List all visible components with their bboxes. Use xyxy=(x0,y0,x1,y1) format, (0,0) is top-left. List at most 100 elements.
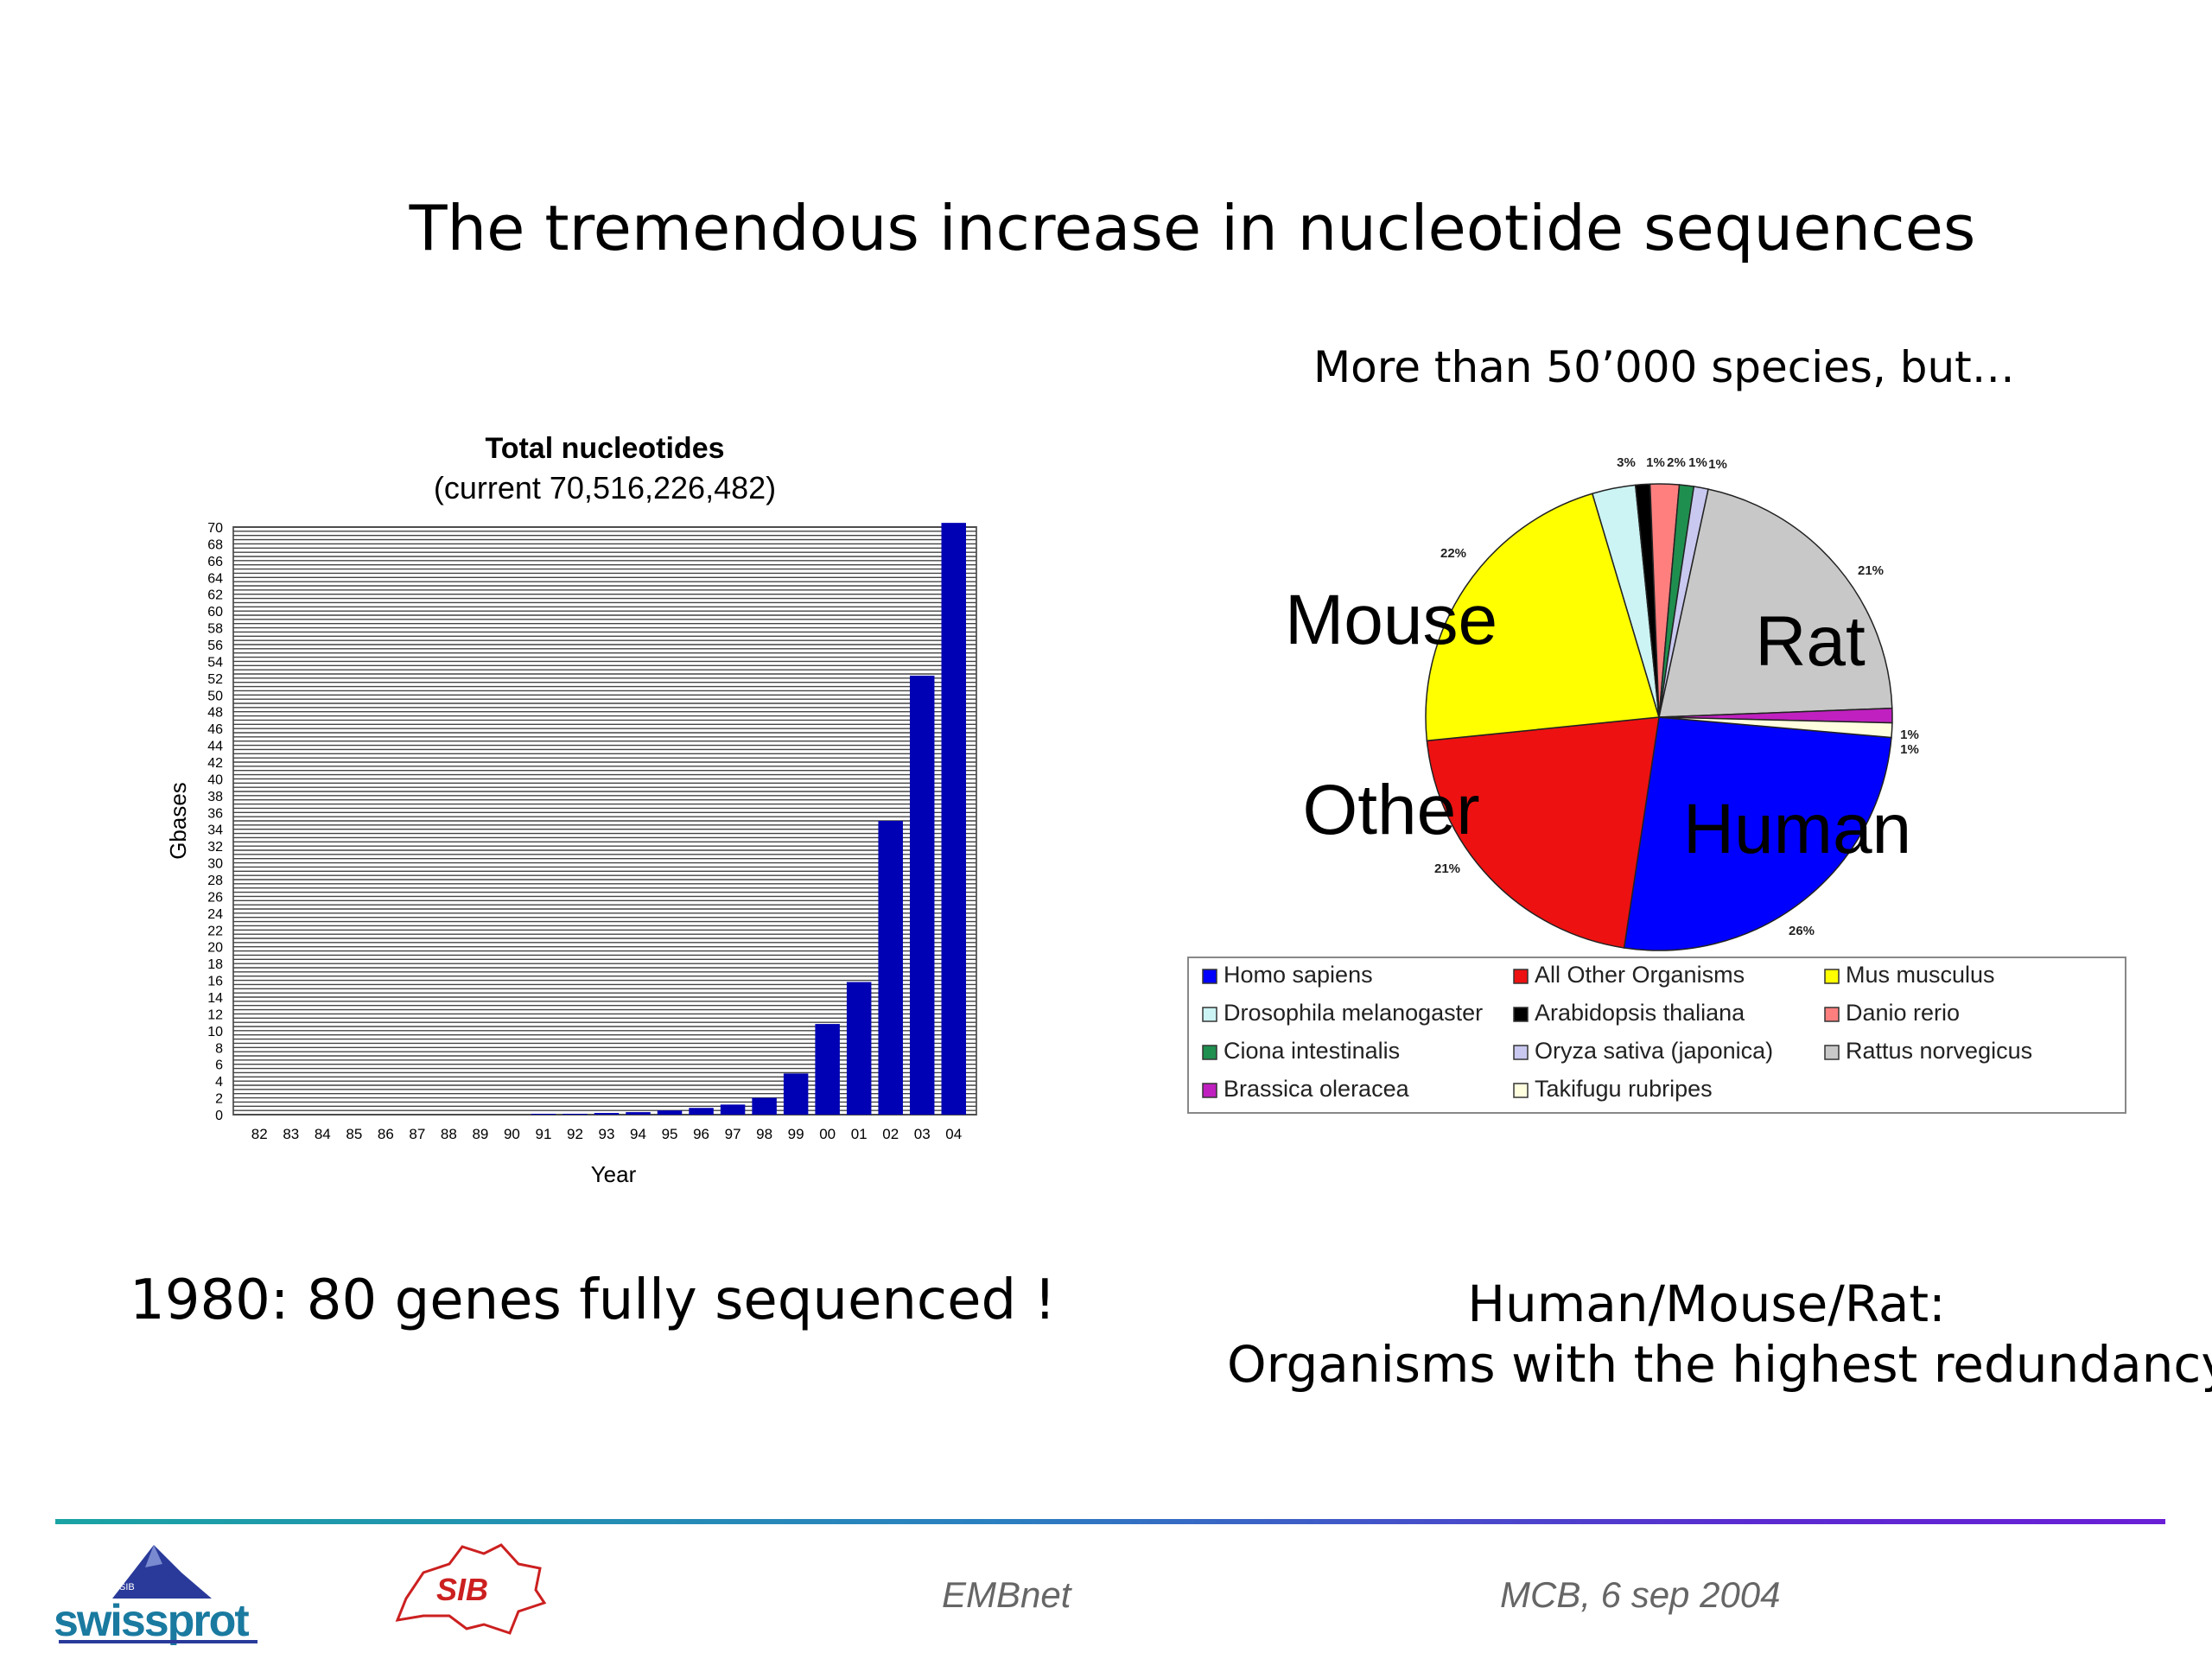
x-tick-label: 82 xyxy=(251,1126,268,1142)
pie-percent-label: 1% xyxy=(1688,455,1707,470)
x-tick-label: 96 xyxy=(693,1126,709,1142)
legend-swatch xyxy=(1513,1083,1529,1098)
y-tick-label: 52 xyxy=(207,672,223,687)
slide-title: The tremendous increase in nucleotide se… xyxy=(409,192,1976,264)
x-tick-label: 00 xyxy=(819,1126,836,1142)
x-tick-label: 84 xyxy=(315,1126,331,1142)
legend-swatch xyxy=(1513,1045,1529,1060)
x-tick-label: 95 xyxy=(662,1126,678,1142)
x-tick-label: 88 xyxy=(441,1126,457,1142)
pie-legend xyxy=(1187,957,2126,1114)
y-tick-label: 50 xyxy=(207,689,223,703)
y-tick-label: 30 xyxy=(207,857,223,872)
legend-label: Danio rerio xyxy=(1846,1000,1960,1026)
y-tick-label: 34 xyxy=(207,823,223,838)
x-tick-label: 97 xyxy=(725,1126,741,1142)
pie-percent-label: 1% xyxy=(1646,455,1665,470)
legend-swatch xyxy=(1202,1083,1217,1098)
y-tick-label: 0 xyxy=(215,1109,223,1123)
legend-swatch xyxy=(1513,969,1529,984)
legend-swatch xyxy=(1824,1007,1840,1022)
pie-percent-label: 1% xyxy=(1900,728,1919,742)
y-tick-label: 58 xyxy=(207,622,223,637)
x-tick-label: 98 xyxy=(756,1126,772,1142)
right-caption-line1: Human/Mouse/Rat: xyxy=(1467,1274,1946,1333)
y-tick-label: 12 xyxy=(207,1007,223,1022)
legend-swatch xyxy=(1824,1045,1840,1060)
legend-label: Rattus norvegicus xyxy=(1846,1038,2032,1064)
y-tick-label: 4 xyxy=(215,1075,223,1090)
y-tick-label: 46 xyxy=(207,722,223,737)
right-caption-line2: Organisms with the highest redundancy ! xyxy=(1227,1335,2212,1394)
y-tick-label: 68 xyxy=(207,537,223,552)
y-tick-label: 14 xyxy=(207,991,223,1006)
legend-label: Drosophila melanogaster xyxy=(1224,1000,1483,1026)
bar-chart-title: Total nucleotides xyxy=(485,432,724,465)
bar xyxy=(626,1112,651,1115)
x-tick-label: 86 xyxy=(378,1126,394,1142)
x-tick-label: 02 xyxy=(882,1126,899,1142)
x-tick-label: 90 xyxy=(504,1126,520,1142)
bar-chart: Total nucleotides (current 70,516,226,482… xyxy=(165,432,977,1187)
legend-swatch xyxy=(1824,969,1840,984)
y-tick-label: 64 xyxy=(207,571,223,586)
bar xyxy=(531,1114,556,1115)
legend-label: All Other Organisms xyxy=(1535,962,1745,988)
legend-label: Ciona intestinalis xyxy=(1224,1038,1400,1064)
y-tick-label: 20 xyxy=(207,941,223,956)
pie-slice xyxy=(1658,488,1893,718)
y-tick-label: 60 xyxy=(207,605,223,620)
x-tick-label: 99 xyxy=(788,1126,804,1142)
y-axis-label: Gbases xyxy=(165,782,191,860)
pie-percent-label: 2% xyxy=(1667,455,1686,470)
bar xyxy=(909,675,935,1115)
legend-label: Brassica oleracea xyxy=(1224,1076,1410,1102)
y-tick-label: 70 xyxy=(207,521,223,536)
pie-percent-label: 1% xyxy=(1708,457,1727,472)
y-tick-label: 48 xyxy=(207,706,223,721)
bar xyxy=(720,1104,746,1115)
sib-logo: SIB xyxy=(395,1543,547,1635)
y-tick-label: 44 xyxy=(207,740,223,754)
x-tick-label: 94 xyxy=(630,1126,646,1142)
legend-label: Homo sapiens xyxy=(1224,962,1373,988)
y-tick-label: 26 xyxy=(207,890,223,905)
x-tick-label: 04 xyxy=(945,1126,962,1142)
pie-percent-label: 3% xyxy=(1617,455,1636,470)
pie-slice xyxy=(1425,493,1660,742)
sib-logo-text: SIB xyxy=(436,1572,488,1607)
bar xyxy=(846,982,872,1115)
footer-date: MCB, 6 sep 2004 xyxy=(1500,1574,1781,1615)
right-caption: Human/Mouse/Rat: Organisms with the high… xyxy=(1227,1274,2212,1395)
x-tick-label: 91 xyxy=(535,1126,551,1142)
legend-swatch xyxy=(1202,1045,1217,1060)
pie-overlay-label: Human xyxy=(1683,790,1911,868)
bar-chart-subtitle: (current 70,516,226,482) xyxy=(434,470,776,505)
y-tick-label: 22 xyxy=(207,924,223,938)
pie-percent-label: 1% xyxy=(1900,742,1919,757)
bar xyxy=(563,1114,588,1115)
legend-swatch xyxy=(1202,969,1217,984)
x-tick-label: 92 xyxy=(567,1126,583,1142)
legend-swatch xyxy=(1513,1007,1529,1022)
pie-overlay-label: Mouse xyxy=(1285,581,1497,659)
y-tick-label: 54 xyxy=(207,655,223,670)
footer-left-text: EMBnet xyxy=(942,1574,1071,1615)
legend-swatch xyxy=(1202,1007,1217,1022)
footer-divider xyxy=(55,1519,2165,1524)
pie-overlay-label: Other xyxy=(1302,771,1479,849)
bar xyxy=(878,821,903,1115)
pie-percent-label: 26% xyxy=(1789,924,1815,938)
y-tick-label: 8 xyxy=(215,1041,223,1056)
x-tick-label: 85 xyxy=(346,1126,362,1142)
pie-slice xyxy=(1658,716,1893,739)
y-tick-label: 56 xyxy=(207,639,223,653)
pie-slice xyxy=(1426,716,1660,949)
pie-slice xyxy=(1623,716,1892,951)
bar xyxy=(689,1108,714,1115)
bar xyxy=(657,1110,683,1115)
left-caption: 1980: 80 genes fully sequenced ! xyxy=(130,1268,1057,1332)
bar xyxy=(594,1113,620,1115)
y-tick-label: 32 xyxy=(207,840,223,855)
